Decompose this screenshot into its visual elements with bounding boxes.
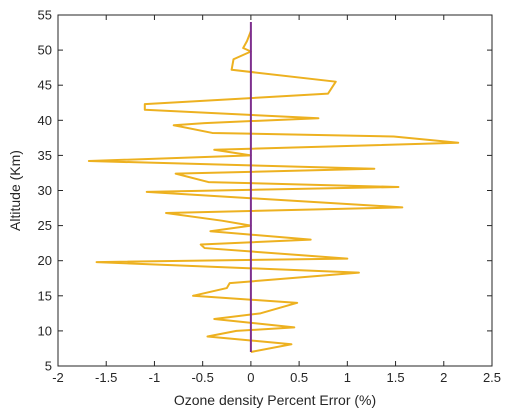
y-tick-label: 45 xyxy=(38,78,52,93)
x-tick-label: -2 xyxy=(52,370,64,385)
x-tick-label: 1 xyxy=(344,370,351,385)
x-tick-label: 0.5 xyxy=(290,370,308,385)
y-axis-label: Altitude (Km) xyxy=(7,150,23,231)
y-tick-label: 20 xyxy=(38,253,52,268)
y-tick-label: 15 xyxy=(38,288,52,303)
y-tick-label: 10 xyxy=(38,323,52,338)
y-tick-label: 50 xyxy=(38,43,52,58)
x-tick-label: 2 xyxy=(440,370,447,385)
x-axis-label: Ozone density Percent Error (%) xyxy=(174,392,376,408)
x-tick-label: 0 xyxy=(247,370,254,385)
x-tick-label: -0.5 xyxy=(191,370,213,385)
series-layer xyxy=(87,22,460,353)
axes-layer: -2 -1.5 -1 -0.5 0 0.5 1 1.5 2 2.5 5 10 15 20 25 30 35 40 4… xyxy=(38,8,502,386)
y-tick-label: 55 xyxy=(38,8,52,23)
y-tick-label: 25 xyxy=(38,218,52,233)
x-tick-label: 2.5 xyxy=(483,370,501,385)
x-tick-label: -1 xyxy=(149,370,161,385)
x-tick-label: -1.5 xyxy=(95,370,117,385)
series-line-1 xyxy=(87,30,460,353)
y-tick-label: 40 xyxy=(38,113,52,128)
x-tick-label: 1.5 xyxy=(387,370,405,385)
y-tick-label: 35 xyxy=(38,148,52,163)
y-tick-label: 5 xyxy=(45,359,52,374)
y-tick-label: 30 xyxy=(38,183,52,198)
